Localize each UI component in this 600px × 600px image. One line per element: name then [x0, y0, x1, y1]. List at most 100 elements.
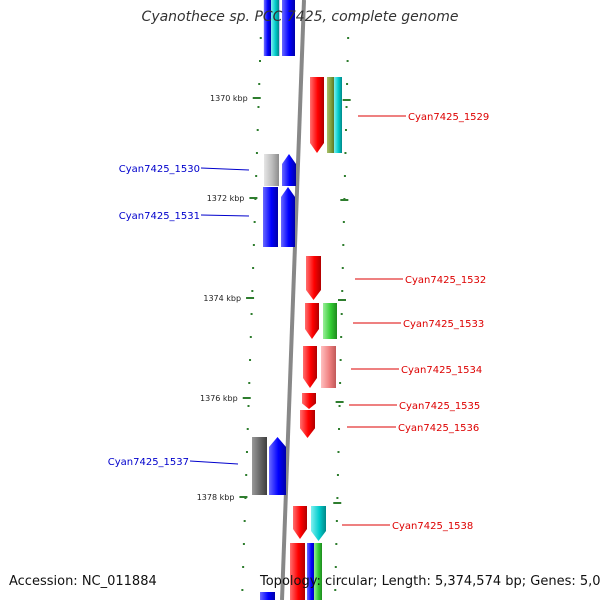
left-track-dot	[258, 83, 261, 85]
gene-cyan7425-1530-blue[interactable]	[282, 154, 296, 186]
gene-cyan7425-1538-cyan[interactable]	[311, 506, 326, 541]
gene-cyan7425-1536[interactable]	[300, 410, 315, 438]
topology-info: Topology: circular; Length: 5,374,574 bp…	[260, 574, 600, 589]
right-track-dot	[342, 221, 345, 223]
scale-label: 1374 kbp	[203, 294, 241, 303]
gene-cyan7425-1529-cyan[interactable]	[334, 77, 342, 153]
gene-cyan7425-1529-olive[interactable]	[327, 77, 335, 153]
right-track-tick	[342, 99, 351, 101]
left-track-dot	[252, 267, 255, 269]
right-track-dot	[342, 244, 345, 246]
reverse-gene-label[interactable]: Cyan7425_1532	[405, 275, 486, 286]
gene-bottom-blue[interactable]	[307, 543, 315, 600]
right-track-dot	[346, 83, 349, 85]
left-track-dot	[246, 428, 249, 430]
reverse-gene-label[interactable]: Cyan7425_1535	[399, 401, 480, 412]
left-track-dot	[245, 474, 248, 476]
forward-label-leader	[200, 214, 250, 217]
left-track-dot	[242, 543, 245, 545]
scale-tick	[239, 496, 248, 498]
right-track-tick	[338, 299, 346, 301]
reverse-gene-label[interactable]: Cyan7425_1536	[398, 423, 479, 434]
left-track-dot	[250, 313, 253, 315]
left-track-dot	[259, 60, 261, 62]
left-track-dot	[251, 290, 254, 292]
left-track-dot	[249, 336, 252, 338]
forward-label-leader	[200, 167, 250, 171]
gene-top-blue-b[interactable]	[282, 0, 295, 56]
gene-cyan7425-1530-gray[interactable]	[264, 154, 279, 186]
right-track-dot	[336, 474, 339, 476]
gene-cyan7425-1533-green[interactable]	[323, 303, 337, 339]
left-track-dot	[248, 382, 251, 384]
right-track-tick	[333, 502, 342, 504]
right-track-dot	[347, 37, 350, 39]
left-track-dot	[243, 520, 246, 522]
gene-cyan7425-1529-red[interactable]	[310, 77, 324, 153]
left-track-dot	[259, 37, 262, 39]
right-track-dot	[338, 428, 341, 430]
gene-bottom-left-blue[interactable]	[260, 592, 275, 600]
right-track-dot	[339, 382, 342, 384]
right-track-dot	[341, 290, 344, 292]
forward-gene-label[interactable]: Cyan7425_1530	[119, 164, 200, 175]
gene-cyan7425-1537-gray[interactable]	[252, 437, 267, 495]
left-track-dot	[253, 221, 256, 223]
right-track-dot	[344, 129, 347, 131]
reverse-gene-label[interactable]: Cyan7425_1534	[401, 365, 482, 376]
left-track-dot	[241, 589, 244, 591]
scale-tick	[249, 197, 258, 199]
accession-info: Accession: NC_011884	[9, 574, 157, 589]
right-track-tick	[340, 199, 349, 201]
gene-cyan7425-1534-red[interactable]	[303, 346, 317, 388]
reverse-gene-label[interactable]: Cyan7425_1529	[408, 112, 489, 123]
genome-backbone-line	[280, 0, 306, 600]
left-track-dot	[242, 566, 245, 568]
scale-label: 1378 kbp	[197, 493, 235, 502]
genome-title: Cyanothece sp. PCC 7425, complete genome	[141, 9, 459, 25]
reverse-gene-label[interactable]: Cyan7425_1533	[403, 319, 484, 330]
reverse-gene-label[interactable]: Cyan7425_1538	[392, 521, 473, 532]
gene-cyan7425-1531-b[interactable]	[281, 187, 295, 247]
right-track-dot	[346, 60, 349, 62]
left-track-dot	[255, 175, 258, 177]
gene-cyan7425-1537-blue[interactable]	[269, 437, 286, 495]
gene-cyan7425-1533-red[interactable]	[305, 303, 319, 339]
right-track-dot	[341, 267, 344, 269]
left-track-dot	[247, 405, 250, 407]
left-track-dot	[245, 451, 248, 453]
right-track-dot	[340, 313, 343, 315]
gene-cyan7425-1531-a[interactable]	[263, 187, 278, 247]
right-track-dot	[344, 152, 347, 154]
left-track-dot	[257, 106, 260, 108]
right-track-dot	[335, 543, 338, 545]
gene-cyan7425-1538-red[interactable]	[293, 506, 307, 539]
forward-gene-label[interactable]: Cyan7425_1537	[108, 457, 189, 468]
right-track-dot	[336, 497, 339, 499]
right-track-tick	[335, 401, 344, 403]
gene-bottom-red[interactable]	[290, 543, 305, 600]
scale-tick	[246, 297, 255, 299]
gene-cyan7425-1534-pink[interactable]	[321, 346, 336, 388]
gene-top-cyan[interactable]	[271, 0, 279, 56]
left-track-dot	[249, 359, 252, 361]
scale-label: 1372 kbp	[207, 194, 245, 203]
gene-bottom-green[interactable]	[314, 543, 322, 600]
forward-label-leader	[189, 460, 239, 465]
right-track-dot	[338, 405, 341, 407]
gene-cyan7425-1532[interactable]	[306, 256, 321, 300]
forward-gene-label[interactable]: Cyan7425_1531	[119, 211, 200, 222]
right-track-dot	[337, 451, 340, 453]
scale-tick	[252, 97, 261, 99]
scale-label: 1376 kbp	[200, 394, 238, 403]
gene-top-blue-a[interactable]	[264, 0, 271, 56]
scale-tick	[242, 397, 251, 399]
right-track-dot	[335, 520, 338, 522]
right-track-dot	[345, 106, 348, 108]
left-track-dot	[256, 129, 259, 131]
right-track-dot	[339, 359, 342, 361]
gene-cyan7425-1535[interactable]	[302, 393, 316, 409]
right-track-dot	[340, 336, 343, 338]
